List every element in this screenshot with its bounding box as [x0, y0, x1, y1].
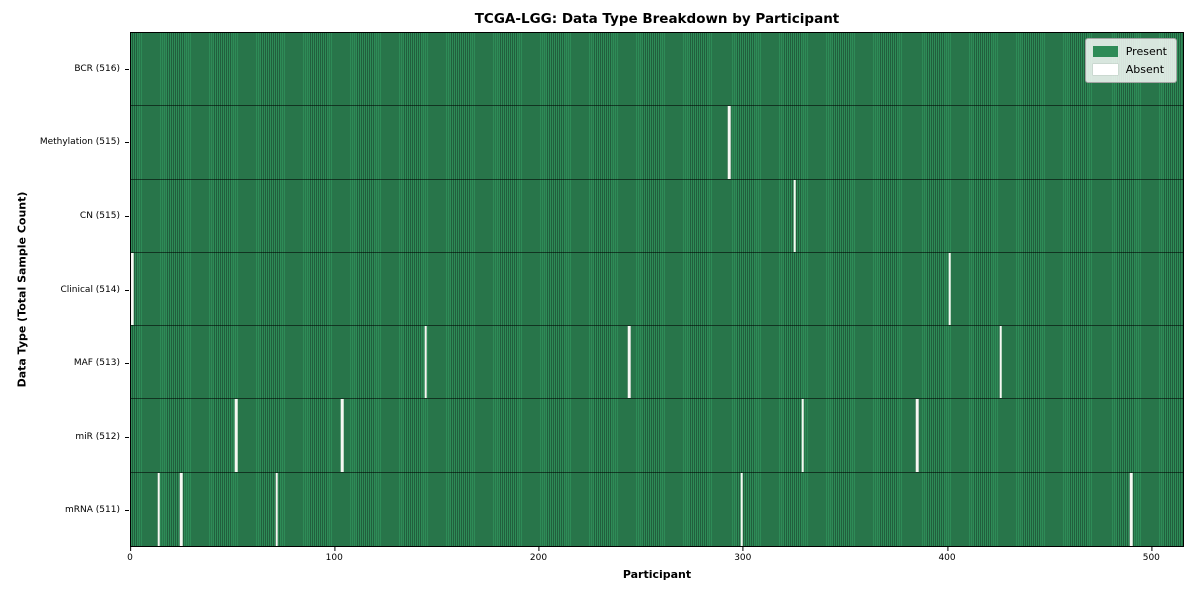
absent-mark — [740, 472, 743, 546]
x-tick-label-400: 400 — [938, 547, 956, 563]
absent-mark — [948, 252, 951, 326]
row-methylation — [131, 106, 1183, 180]
x-tick-label-200: 200 — [529, 547, 548, 563]
row-bcr — [131, 33, 1183, 107]
y-axis-ticks: BCR (516) Methylation (515) CN (515) Cli… — [0, 32, 130, 547]
chart-title: TCGA-LGG: Data Type Breakdown by Partici… — [474, 11, 840, 27]
y-tick-label-cn: CN (515) — [79, 210, 130, 221]
row-mrna — [131, 472, 1183, 546]
absent-mark — [424, 326, 427, 399]
absent-mark — [340, 399, 344, 472]
y-tick-label-clinical: Clinical (514) — [60, 284, 129, 295]
absent-mark — [179, 472, 183, 546]
row-maf — [131, 326, 1183, 400]
absent-mark — [628, 326, 631, 399]
y-tick-label-maf: MAF (513) — [73, 358, 130, 369]
legend-absent-label: Absent — [1125, 63, 1165, 76]
row-clinical — [131, 252, 1183, 327]
x-axis-label: Participant — [622, 568, 692, 581]
absent-mark — [801, 399, 805, 472]
absent-mark — [999, 326, 1002, 399]
legend-absent-swatch — [1092, 64, 1118, 75]
absent-mark — [1129, 472, 1133, 546]
x-tick-label-0: 0 — [127, 547, 133, 563]
legend-entry-absent: Absent — [1092, 63, 1167, 76]
absent-mark — [157, 472, 160, 546]
absent-mark — [793, 179, 796, 252]
x-tick-label-100: 100 — [325, 547, 343, 563]
row-cn — [131, 179, 1183, 253]
absent-mark — [728, 106, 731, 179]
legend-present-swatch — [1092, 46, 1118, 57]
legend-entry-present: Present — [1092, 45, 1167, 58]
absent-mark — [234, 399, 238, 472]
y-tick-label-mrna: mRNA (511) — [65, 505, 129, 516]
legend: Present Absent — [1084, 38, 1177, 83]
y-tick-label-bcr: BCR (516) — [74, 63, 129, 74]
x-axis-ticks: 0 100 200 300 400 500 — [127, 547, 1184, 565]
y-tick-label-mir: miR (512) — [75, 431, 129, 442]
absent-mark — [275, 472, 279, 546]
x-tick-label-500: 500 — [1142, 547, 1160, 563]
x-tick-label-300: 300 — [734, 547, 752, 563]
row-mir — [131, 399, 1183, 473]
absent-mark — [915, 399, 919, 472]
absent-mark — [131, 252, 134, 326]
legend-present-label: Present — [1125, 45, 1167, 58]
plot-area: Present Absent — [130, 32, 1184, 547]
y-tick-label-methylation: Methylation (515) — [39, 137, 130, 148]
